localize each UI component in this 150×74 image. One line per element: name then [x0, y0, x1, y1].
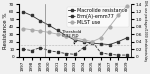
Text: Threshold
0.32 PID: Threshold 0.32 PID — [62, 30, 81, 44]
Y-axis label: Resistance %: Resistance % — [3, 12, 8, 49]
Y-axis label: DHL use packages/1000 inhabitants/day: DHL use packages/1000 inhabitants/day — [143, 0, 147, 61]
Legend: Macrolide resistance, Erm(A)-emm77, MLST use: Macrolide resistance, Erm(A)-emm77, MLST… — [67, 7, 129, 27]
